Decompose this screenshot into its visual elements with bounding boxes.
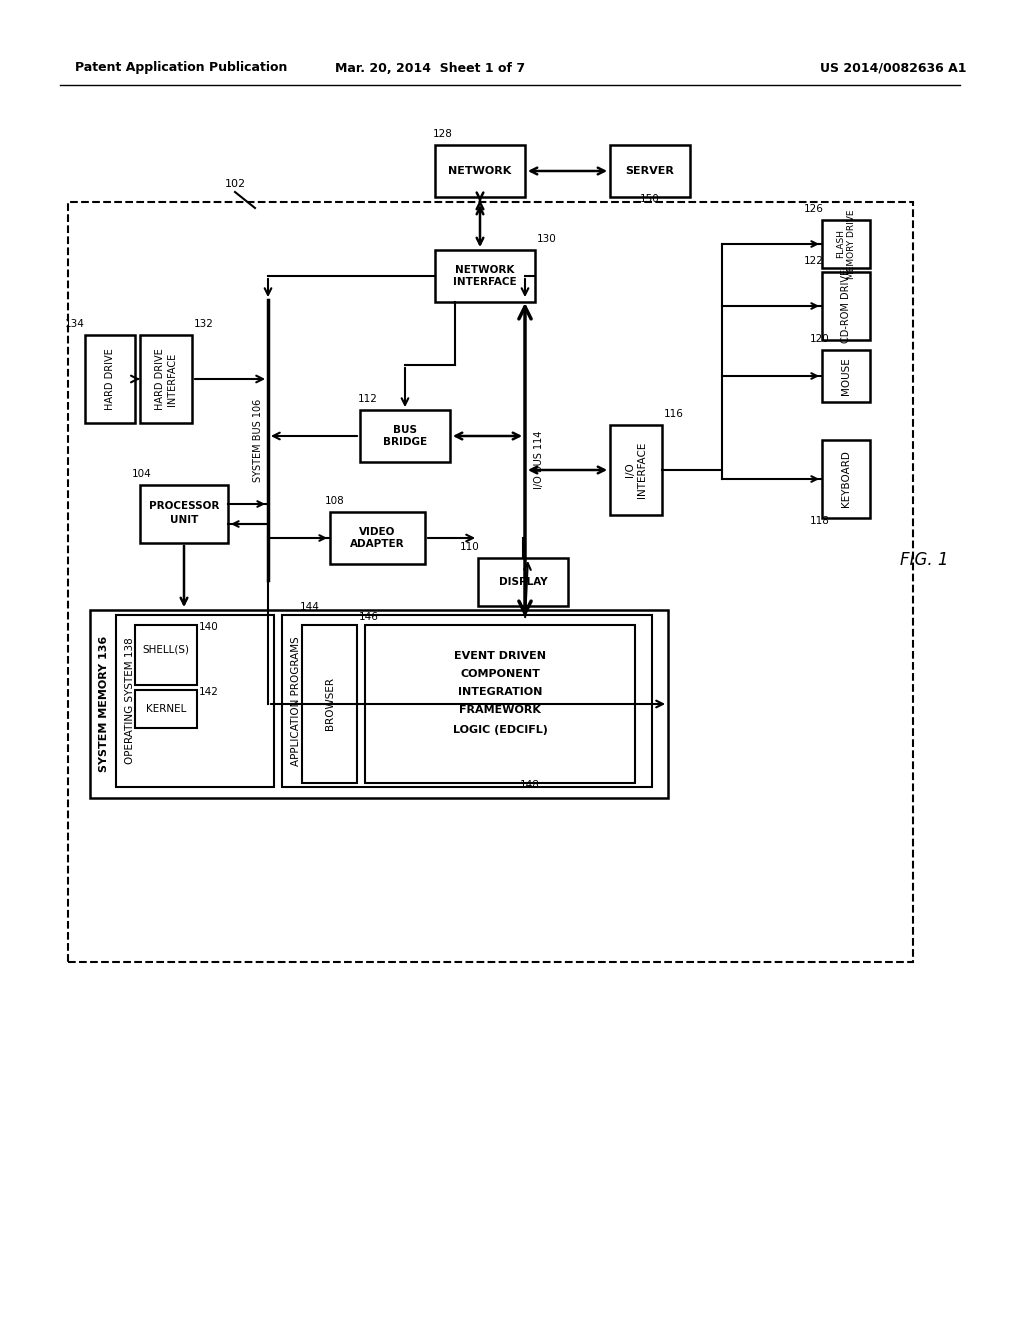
Text: Patent Application Publication: Patent Application Publication [75,62,288,74]
Bar [822,350,870,403]
Bar [610,425,662,515]
Bar [116,615,274,787]
Bar [85,335,135,422]
Text: NETWORK: NETWORK [449,166,512,176]
Text: CD-ROM DRIVE: CD-ROM DRIVE [841,269,851,343]
Text: PROCESSOR: PROCESSOR [148,502,219,511]
Bar [140,484,228,543]
Text: BUS: BUS [393,425,417,436]
Bar [435,249,535,302]
Text: APPLICATION PROGRAMS: APPLICATION PROGRAMS [291,636,301,766]
Text: MOUSE: MOUSE [841,358,851,395]
Text: ADAPTER: ADAPTER [350,539,404,549]
Text: I/O
INTERFACE: I/O INTERFACE [626,442,647,498]
Text: 110: 110 [460,543,480,552]
Text: 116: 116 [664,409,684,418]
Bar [140,335,193,422]
Text: DISPLAY: DISPLAY [499,577,547,587]
Bar [365,624,635,783]
Bar [68,202,913,962]
Text: FLASH
MEMORY DRIVE: FLASH MEMORY DRIVE [837,210,856,279]
Bar [822,440,870,517]
Text: HARD DRIVE
INTERFACE: HARD DRIVE INTERFACE [156,348,177,411]
Text: INTEGRATION: INTEGRATION [458,686,542,697]
Text: FRAMEWORK: FRAMEWORK [459,705,541,715]
Text: LOGIC (EDCIFL): LOGIC (EDCIFL) [453,725,548,735]
Bar [822,220,870,268]
Text: Mar. 20, 2014  Sheet 1 of 7: Mar. 20, 2014 Sheet 1 of 7 [335,62,525,74]
Text: SYSTEM BUS 106: SYSTEM BUS 106 [253,399,263,482]
Text: 140: 140 [199,622,219,632]
Text: INTERFACE: INTERFACE [454,277,517,286]
Text: OPERATING SYSTEM 138: OPERATING SYSTEM 138 [125,638,135,764]
Bar [135,624,197,685]
Text: 104: 104 [132,469,152,479]
Text: BRIDGE: BRIDGE [383,437,427,447]
Text: FIG. 1: FIG. 1 [900,550,948,569]
Bar [822,272,870,341]
Text: VIDEO: VIDEO [359,527,395,537]
Bar [90,610,668,799]
Text: 112: 112 [358,393,378,404]
Text: EVENT DRIVEN: EVENT DRIVEN [454,651,546,661]
Text: 132: 132 [194,319,214,329]
Text: US 2014/0082636 A1: US 2014/0082636 A1 [820,62,967,74]
Text: SERVER: SERVER [626,166,675,176]
Text: NETWORK: NETWORK [456,265,515,275]
Text: 128: 128 [433,129,453,139]
Bar [478,558,568,606]
Text: 148: 148 [520,780,540,789]
Text: 130: 130 [537,234,557,244]
Bar [610,145,690,197]
Bar [435,145,525,197]
Text: 108: 108 [325,496,345,506]
Bar [302,624,357,783]
Bar [360,411,450,462]
Text: HARD DRIVE: HARD DRIVE [105,348,115,411]
Text: KERNEL: KERNEL [145,704,186,714]
Text: 102: 102 [225,180,246,189]
Text: 118: 118 [810,516,829,525]
Text: KEYBOARD: KEYBOARD [841,450,851,507]
Bar [135,690,197,729]
Text: 142: 142 [199,686,219,697]
Text: 134: 134 [65,319,85,329]
Text: 150: 150 [640,194,659,205]
Text: UNIT: UNIT [170,515,199,525]
Text: 120: 120 [810,334,829,345]
Text: SYSTEM MEMORY 136: SYSTEM MEMORY 136 [99,636,109,772]
Bar [282,615,652,787]
Text: COMPONENT: COMPONENT [460,669,540,678]
Text: 126: 126 [804,205,824,214]
Text: 146: 146 [359,612,379,622]
Bar [330,512,425,564]
Text: 144: 144 [300,602,319,612]
Text: I/O BUS 114: I/O BUS 114 [534,430,544,490]
Text: 122: 122 [804,256,824,267]
Text: BROWSER: BROWSER [325,677,335,730]
Text: SHELL(S): SHELL(S) [142,645,189,655]
